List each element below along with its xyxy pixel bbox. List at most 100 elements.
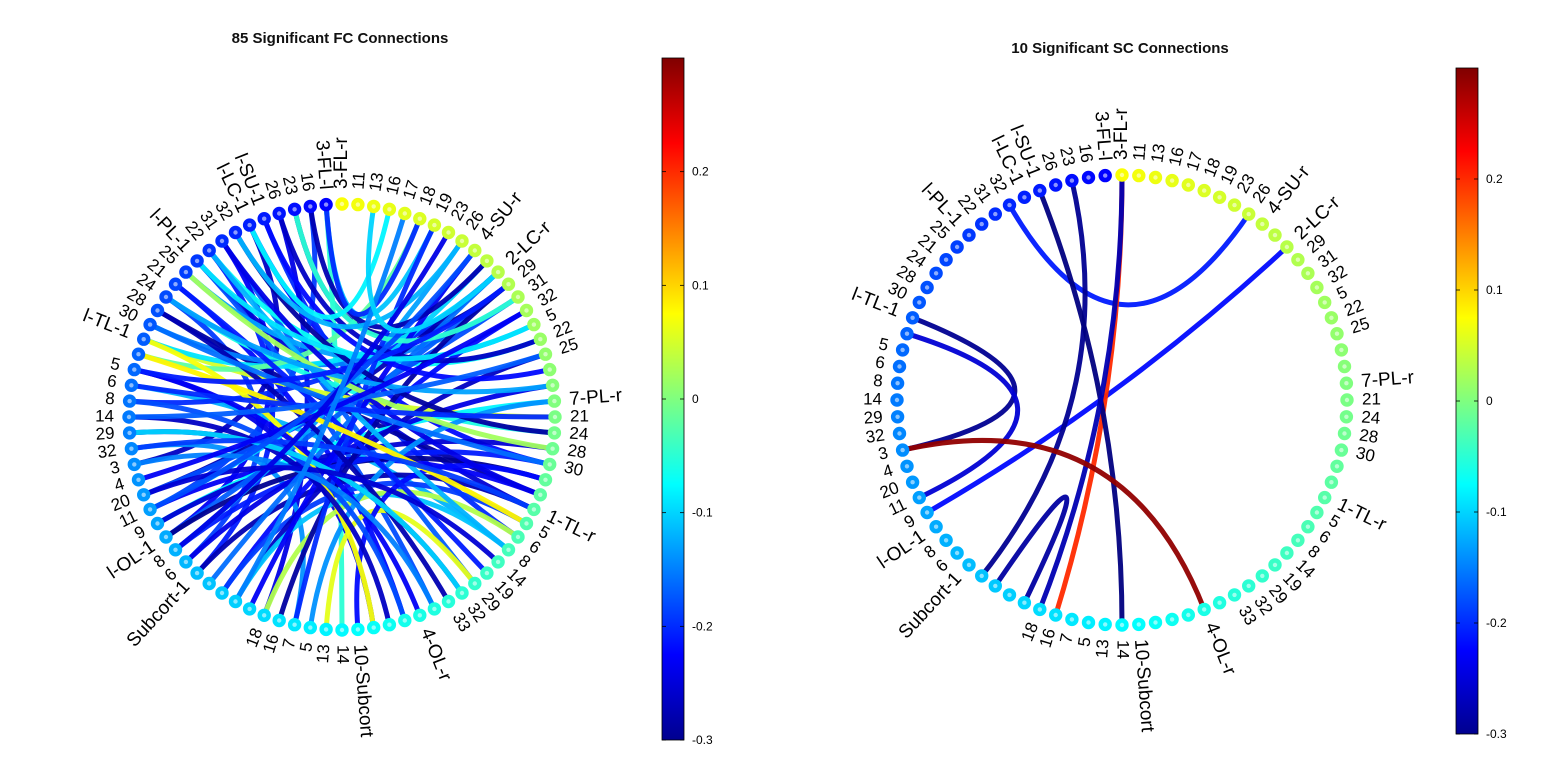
node-label: 6 xyxy=(106,371,118,391)
chord-node-center xyxy=(543,477,548,482)
chord-link xyxy=(979,178,1088,579)
chord-links xyxy=(126,202,558,633)
chord-node-center xyxy=(127,398,132,404)
chord-node-center xyxy=(1314,285,1320,290)
chord-node-center xyxy=(547,367,552,372)
node-label: 28 xyxy=(1358,425,1380,447)
chord-link xyxy=(219,308,529,596)
chord-node-center xyxy=(1272,232,1278,238)
chord-node-center xyxy=(993,583,998,589)
node-label: 13 xyxy=(313,644,333,664)
chord-node-center xyxy=(924,510,930,515)
colorbar-tick-label: -0.2 xyxy=(1486,616,1507,630)
chord-node-center xyxy=(1119,622,1125,628)
chord-link xyxy=(992,494,1070,606)
chord-node-center xyxy=(1037,607,1043,612)
node-label: 13 xyxy=(1092,639,1112,659)
chord-node-center xyxy=(515,294,521,300)
node-label: 5 xyxy=(296,641,316,653)
chord-node-center xyxy=(917,300,922,305)
chord-node-center xyxy=(924,285,930,290)
chord-link xyxy=(924,244,1290,515)
chord-node-center xyxy=(132,462,137,467)
node-label: 24 xyxy=(1361,407,1381,427)
chord-node-center xyxy=(1342,364,1347,369)
chord-node-center xyxy=(163,534,169,540)
chord-node-center xyxy=(495,269,501,275)
node-label: 25 xyxy=(557,334,581,358)
chord-node-center xyxy=(147,507,153,512)
group-label: 4-OL-r xyxy=(1200,619,1240,678)
chord-node-center xyxy=(262,216,267,221)
chord-node-center xyxy=(219,590,225,596)
chord-node-center xyxy=(917,495,922,500)
chord-node-center xyxy=(1136,173,1142,178)
chord-node-center xyxy=(1103,173,1108,178)
chord-node-center xyxy=(933,524,939,529)
chord-node-center xyxy=(979,221,984,227)
chord-link xyxy=(354,463,548,632)
chord-node-center xyxy=(904,331,910,336)
chord-node-center xyxy=(910,315,915,320)
chord-node-center xyxy=(141,337,146,342)
chord-node-center xyxy=(233,599,238,604)
chord-node-center xyxy=(1007,592,1012,598)
node-label: 14 xyxy=(1114,640,1133,659)
colorbar: 0.2 0.1 0 -0.1 -0.2 -0.3 xyxy=(661,57,713,747)
chord-node-center xyxy=(163,294,169,300)
chord-link xyxy=(141,465,501,565)
node-label: 16 xyxy=(297,171,319,193)
node-label: 13 xyxy=(366,171,388,193)
sc-chord-panel: 10 Significant SC Connections 1113161718… xyxy=(849,40,1507,741)
chord-link xyxy=(900,437,1207,612)
chord-node-center xyxy=(550,383,555,388)
chord-node-center xyxy=(993,211,998,217)
chord-node-center xyxy=(1202,188,1207,193)
chord-node-center xyxy=(277,618,282,623)
chord-link xyxy=(365,203,501,334)
node-label: 21 xyxy=(570,406,589,425)
chord-node-center xyxy=(1322,495,1327,500)
chord-node-center xyxy=(895,381,900,386)
chord-node-center xyxy=(247,222,252,228)
chord-link xyxy=(247,206,392,320)
chord-link xyxy=(323,202,423,317)
node-label: 8 xyxy=(873,371,884,391)
node-label: 29 xyxy=(95,424,115,444)
chord-node-center xyxy=(446,230,451,235)
chord-node-center xyxy=(1344,414,1349,419)
chord-node-center xyxy=(136,477,141,482)
chord-link xyxy=(127,429,465,596)
chord-node-center xyxy=(524,308,529,313)
chord-link xyxy=(1053,172,1125,618)
chord-node-center xyxy=(904,464,910,469)
chord-node-center xyxy=(552,398,557,404)
chord-link xyxy=(261,489,521,618)
node-label: 3 xyxy=(876,443,889,464)
chord-node-center xyxy=(1169,617,1175,622)
chord-node-center xyxy=(506,282,511,287)
node-label: 5 xyxy=(109,354,122,375)
node-label: 21 xyxy=(1362,389,1381,408)
chord-node-center xyxy=(371,625,376,630)
chord-node-center xyxy=(531,322,537,327)
node-label: 16 xyxy=(1036,626,1060,650)
chord-node-center xyxy=(323,627,329,632)
chord-node-center xyxy=(219,238,225,244)
chord-node-center xyxy=(1186,612,1191,618)
group-label: 10-Subcort xyxy=(349,644,377,739)
chord-node-center xyxy=(495,559,501,565)
chord-node-center xyxy=(1329,480,1334,485)
chord-node-center xyxy=(155,308,160,313)
chord-node-center xyxy=(484,258,490,264)
colorbar-tick-label: -0.2 xyxy=(692,619,713,633)
chord-link xyxy=(233,230,465,330)
chord-node-center xyxy=(1246,583,1251,589)
group-label: 3-FL-r xyxy=(1111,108,1132,160)
chord-link xyxy=(206,269,501,586)
chord-link xyxy=(183,382,556,565)
fc-chord-panel: 85 Significant FC Connections 1113161718… xyxy=(80,30,713,747)
chord-node-center xyxy=(1272,562,1278,568)
colorbar-tick-label: -0.3 xyxy=(692,733,713,747)
chord-node-center xyxy=(979,573,984,579)
